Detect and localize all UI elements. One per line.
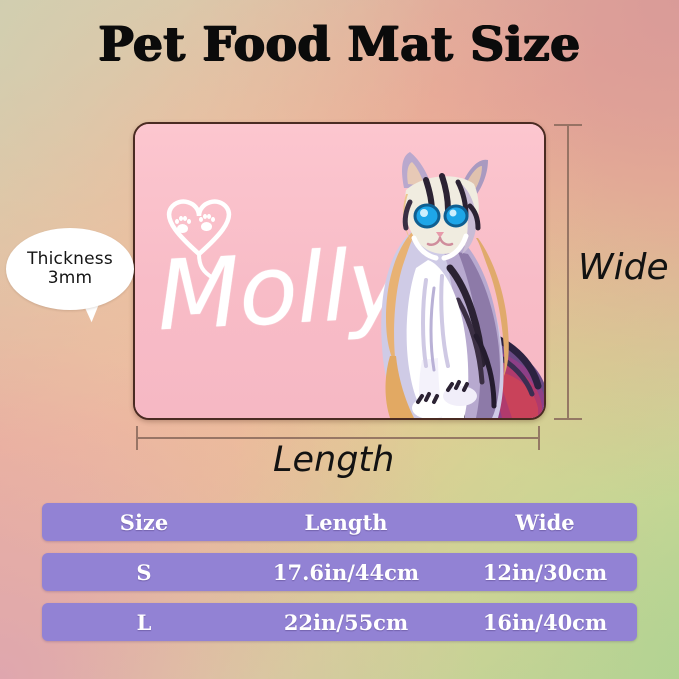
- callout-bubble: [6, 228, 134, 310]
- thickness-callout: Thickness 3mm: [6, 228, 134, 324]
- page-title: Pet Food Mat Size: [98, 17, 581, 72]
- cat-illustration: [381, 152, 544, 418]
- pet-food-mat: Molly: [133, 122, 546, 420]
- length-measure-line: [136, 426, 540, 450]
- heart-outline-icon: [155, 192, 241, 280]
- wide-measure-line: [554, 124, 582, 420]
- header-wide: Wide: [515, 509, 575, 535]
- cell-size: L: [136, 609, 152, 635]
- paw-print-icon: [174, 216, 191, 234]
- cell-wide: 16in/40cm: [482, 609, 608, 635]
- thickness-value: 3mm: [47, 268, 93, 288]
- size-table: Size Length Wide S 17.6in/44cm 12in/30cm…: [42, 503, 637, 653]
- wide-label: Wide: [578, 247, 669, 288]
- cell-length: 17.6in/44cm: [272, 559, 420, 585]
- cell-wide: 12in/30cm: [482, 559, 608, 585]
- length-label: Length: [273, 440, 395, 480]
- header-length: Length: [304, 509, 388, 535]
- paw-print-icon: [198, 214, 215, 232]
- header-size: Size: [119, 509, 169, 535]
- cell-size: S: [136, 559, 152, 585]
- cell-length: 22in/55cm: [283, 609, 409, 635]
- table-row: L 22in/55cm 16in/40cm: [42, 603, 637, 641]
- thickness-label: Thickness: [27, 248, 113, 269]
- table-row: S 17.6in/44cm 12in/30cm: [42, 553, 637, 591]
- table-header-row: Size Length Wide: [42, 503, 637, 541]
